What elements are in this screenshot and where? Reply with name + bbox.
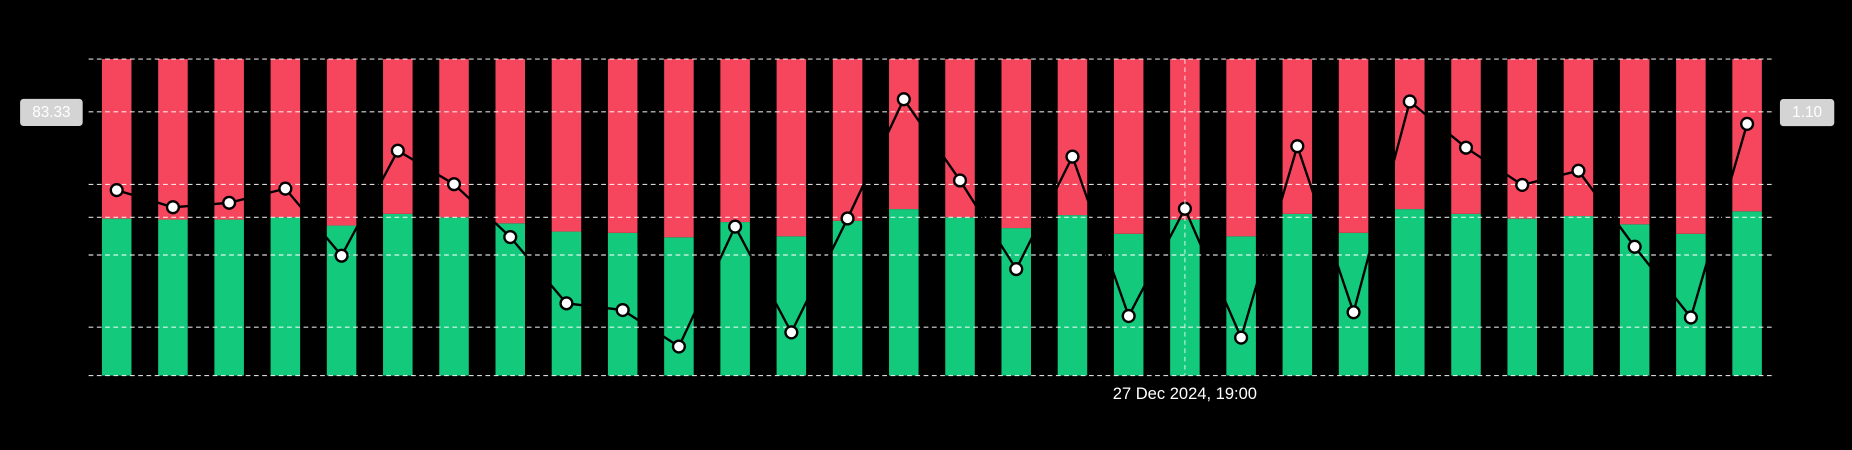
ratio-point	[1234, 330, 1249, 345]
ratio-point	[390, 143, 405, 158]
long-bar	[158, 219, 188, 376]
long-bar	[832, 220, 863, 376]
short-bar	[664, 59, 694, 238]
short-bar	[776, 59, 807, 237]
long-bar	[1057, 215, 1088, 376]
ratio-point	[1346, 305, 1361, 320]
ratio-point	[1458, 140, 1474, 155]
long-bar	[1395, 209, 1425, 376]
ratio-point	[278, 181, 293, 196]
short-bar	[1563, 59, 1594, 217]
ratio-point	[1683, 310, 1698, 325]
long-bar	[1732, 211, 1762, 376]
ratio-point	[1290, 139, 1305, 154]
ratio-point	[1065, 149, 1080, 164]
ratio-line	[116, 96, 1749, 349]
long-bar	[1282, 213, 1313, 376]
long-bar	[1451, 213, 1481, 376]
short-bar	[495, 59, 526, 224]
crosshair-x-label: 27 Dec 2024, 19:00	[1113, 384, 1257, 403]
short-bar	[383, 59, 413, 214]
ratio-point	[671, 339, 686, 354]
long-bar	[664, 237, 694, 376]
ratio-point	[784, 325, 799, 340]
ratio-point	[840, 211, 855, 226]
ratio-point	[1571, 163, 1586, 178]
ratio-point	[896, 92, 911, 107]
short-bar	[889, 59, 919, 210]
short-bar	[720, 59, 750, 223]
ratio-point	[559, 296, 574, 311]
crosshair-y-label: 83.33	[32, 104, 70, 121]
long-bar	[383, 213, 413, 376]
long-bar	[945, 217, 975, 376]
crosshair-y2-label: 1.10	[1792, 104, 1822, 121]
ratio-point	[1402, 94, 1417, 109]
short-bar	[1451, 59, 1481, 214]
long-bar	[495, 223, 526, 376]
short-bar	[1113, 59, 1144, 234]
crosshair-y2-box	[1779, 98, 1835, 127]
long-bar	[1507, 218, 1537, 376]
short-bar	[1507, 59, 1537, 219]
short-bar	[551, 59, 582, 232]
ratio-point	[1121, 308, 1136, 324]
long-bar	[439, 217, 469, 376]
crosshair-y-box	[20, 98, 83, 126]
ratio-point	[222, 195, 237, 210]
ratio-point	[1740, 116, 1755, 131]
ratio-point	[615, 302, 630, 318]
ratio-point	[165, 200, 181, 215]
short-bar	[1395, 59, 1425, 210]
long-bar	[270, 217, 301, 376]
ratio-point	[334, 248, 349, 263]
short-bar	[326, 59, 357, 226]
short-bar	[1338, 59, 1369, 233]
ratio-point	[1009, 261, 1024, 277]
short-bar	[1676, 59, 1706, 234]
ratio-point	[503, 229, 518, 245]
short-bar	[214, 59, 244, 220]
ratio-point	[728, 219, 743, 234]
short-bar	[945, 59, 975, 218]
short-bar	[1732, 59, 1762, 212]
ratio-point	[1515, 177, 1530, 193]
short-bar	[1057, 59, 1088, 216]
long-bar	[776, 236, 807, 376]
long-bar	[214, 219, 244, 376]
short-bar	[158, 59, 188, 220]
short-bar	[832, 59, 863, 221]
short-bar	[1001, 59, 1031, 229]
long-bar	[101, 218, 132, 376]
short-bar	[1282, 59, 1313, 214]
short-bar	[1619, 59, 1650, 225]
long-bar	[326, 225, 357, 376]
ratio-point	[446, 177, 462, 192]
long-bar	[1113, 233, 1144, 376]
short-bar	[1226, 59, 1256, 237]
long-bar	[1563, 216, 1594, 376]
short-bar	[607, 59, 638, 233]
long-bar	[1338, 232, 1369, 376]
ratio-point	[1627, 239, 1642, 254]
ratio-point	[109, 183, 124, 198]
long-bar	[889, 209, 919, 376]
ratio-point	[952, 173, 968, 188]
